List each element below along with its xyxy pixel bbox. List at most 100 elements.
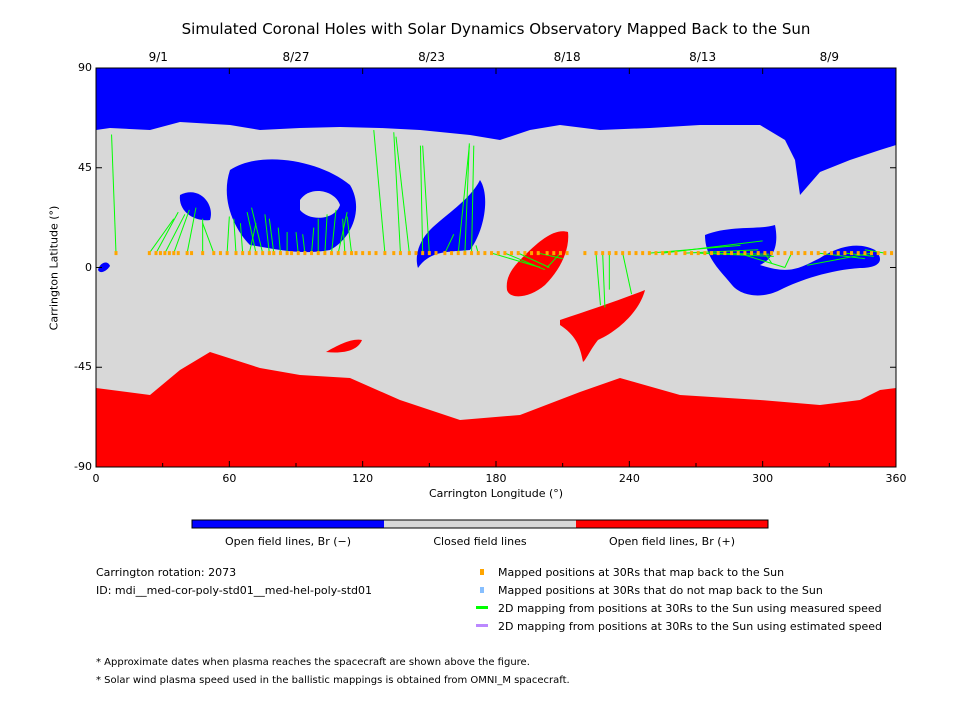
y-tick-label: -90 — [74, 460, 92, 473]
mapped-point — [247, 251, 251, 256]
colorbar-label-closed: Closed field lines — [433, 535, 527, 548]
mapping-line — [595, 253, 601, 306]
mapped-point — [723, 251, 727, 256]
mapped-point — [783, 251, 787, 256]
mapped-point — [863, 251, 867, 256]
mapping-line — [155, 211, 179, 254]
mapped-point — [354, 251, 358, 256]
mapped-point — [763, 251, 767, 256]
mapped-point — [434, 251, 438, 256]
mapped-point — [456, 251, 460, 256]
legend-item: Mapped positions at 30Rs that do not map… — [498, 584, 823, 597]
mapped-point — [558, 251, 562, 256]
mapped-point — [290, 251, 294, 256]
negative-hole — [300, 190, 340, 218]
legend-item: 2D mapping from positions at 30Rs to the… — [498, 620, 883, 633]
chart-title: Simulated Coronal Holes with Solar Dynam… — [181, 20, 811, 38]
mapped-point — [601, 251, 605, 256]
mapping-line — [662, 240, 763, 254]
mapped-point — [421, 251, 425, 256]
mapping-line — [164, 214, 186, 254]
mapped-point — [530, 251, 534, 256]
mapping-line — [518, 252, 550, 268]
mapping-line — [738, 252, 786, 268]
mapped-point — [147, 251, 151, 256]
mapped-point — [310, 251, 314, 256]
x-tick-label: 360 — [885, 472, 907, 485]
mapping-line — [295, 231, 299, 254]
mapped-point — [710, 251, 714, 256]
mapped-point — [367, 251, 371, 256]
mapped-point — [614, 251, 618, 256]
mapped-point — [790, 251, 794, 256]
mapping-line — [471, 145, 475, 254]
mapped-point — [392, 251, 396, 256]
mapped-point — [736, 251, 740, 256]
mapped-point — [383, 251, 387, 256]
mapped-point — [476, 251, 480, 256]
mapped-point — [607, 251, 611, 256]
mapped-point — [343, 251, 347, 256]
mapped-point — [836, 251, 840, 256]
mapping-line — [277, 227, 281, 254]
mapping-line — [173, 209, 190, 254]
mapped-point — [674, 251, 678, 256]
mapping-line — [268, 218, 275, 254]
mapped-point — [163, 251, 167, 256]
mapping-line — [202, 222, 215, 254]
mapped-point — [443, 251, 447, 256]
mapped-point — [278, 251, 282, 256]
date-label: 8/27 — [282, 50, 310, 64]
mapped-point — [490, 251, 494, 256]
mapping-line — [393, 132, 401, 254]
y-tick-label: 0 — [85, 260, 92, 274]
estimated-line-icon — [476, 624, 488, 627]
mapping-line — [491, 252, 541, 268]
unmapped-marker-icon — [480, 587, 484, 593]
mapping-line — [864, 249, 885, 254]
mapped-point — [254, 251, 258, 256]
y-axis-label: Carrington Latitude (°) — [47, 205, 61, 331]
negative-hole — [226, 159, 357, 253]
y-tick-label: 45 — [78, 160, 92, 174]
mapped-point — [350, 251, 354, 256]
mapped-point — [683, 251, 687, 256]
positive-hole — [506, 231, 569, 297]
mapped-point — [414, 251, 418, 256]
mapping-line — [602, 253, 606, 308]
colorbar-closed — [384, 520, 576, 528]
date-label: 8/18 — [553, 50, 581, 64]
mapped-point — [756, 251, 760, 256]
mapped-point — [552, 251, 556, 256]
positive-hole — [326, 339, 362, 353]
mapped-point — [810, 251, 814, 256]
mapped-point — [185, 251, 189, 256]
mapping-line — [373, 130, 386, 254]
mapped-point — [336, 251, 340, 256]
mapped-point — [536, 251, 540, 256]
mapped-point — [398, 251, 402, 256]
mapped-point — [770, 251, 774, 256]
mapped-point — [647, 251, 651, 256]
mapping-line — [331, 209, 337, 254]
x-tick-label: 120 — [352, 472, 374, 485]
mapped-point — [272, 251, 276, 256]
mapped-point — [114, 251, 118, 256]
south-polar-hole — [96, 352, 896, 467]
model-id: ID: mdi__med-cor-poly-std01__med-hel-pol… — [96, 584, 373, 597]
mapped-point — [743, 251, 747, 256]
mapped-point — [285, 251, 289, 256]
mapped-point — [667, 251, 671, 256]
mapped-point — [241, 251, 245, 256]
mapping-line — [419, 145, 424, 254]
mapped-point — [463, 251, 467, 256]
mapped-point — [830, 251, 834, 256]
measured-line-icon — [476, 606, 488, 609]
y-tick-label: 90 — [78, 61, 92, 74]
mapped-point — [627, 251, 631, 256]
mapped-point — [876, 251, 880, 256]
positive-hole — [560, 290, 645, 362]
mapped-point — [427, 251, 431, 256]
mapping-line — [186, 207, 197, 254]
